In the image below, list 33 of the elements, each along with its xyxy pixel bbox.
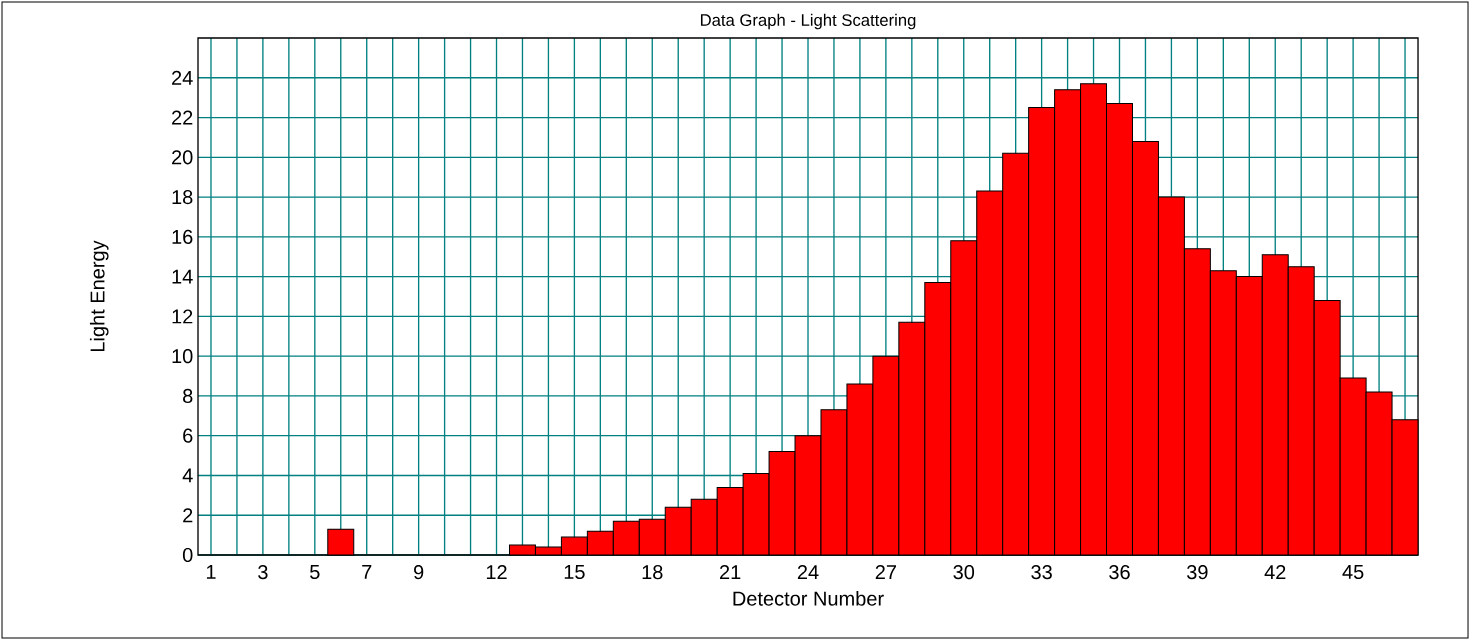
y-tick-label: 22: [172, 110, 193, 125]
x-tick-label: 5: [310, 565, 320, 579]
x-tick-label: 39: [1187, 565, 1208, 580]
x-tick-label: 24: [797, 565, 819, 580]
chart-title: Data Graph - Light Scattering: [700, 13, 916, 30]
x-tick-label: 27: [875, 565, 896, 580]
x-tick-label: 12: [486, 565, 507, 580]
y-tick-label: 6: [183, 428, 193, 443]
x-tick-label: 7: [362, 565, 372, 579]
x-tick-label: 33: [1031, 565, 1052, 580]
y-tick-label: 2: [183, 508, 193, 523]
y-tick-label: 20: [172, 150, 193, 165]
x-tick-label: 36: [1109, 565, 1130, 580]
x-axis-title: Detector Number: [733, 591, 884, 606]
x-tick-label: 9: [414, 565, 424, 580]
y-tick-label: 16: [172, 229, 193, 244]
y-axis-title: Light Energy: [89, 240, 109, 352]
y-tick-label: 18: [172, 189, 193, 205]
x-tick-label: 1: [206, 565, 216, 579]
x-tick-label: 18: [642, 565, 663, 580]
y-tick-label: 10: [172, 349, 193, 364]
y-tick-label: 24: [172, 70, 193, 85]
y-tick-label: 4: [182, 468, 193, 483]
y-tick-label: 0: [182, 547, 193, 563]
x-tick-label: 30: [953, 565, 975, 580]
x-tick-label: 15: [564, 565, 585, 579]
y-tick-label: 14: [172, 269, 193, 284]
y-tick-label: 8: [183, 388, 193, 403]
x-tick-label: 3: [258, 565, 268, 580]
x-tick-label: 45: [1342, 565, 1364, 579]
x-tick-label: 42: [1264, 565, 1286, 580]
x-tick-label: 21: [720, 565, 741, 580]
y-tick-label: 12: [172, 309, 193, 324]
